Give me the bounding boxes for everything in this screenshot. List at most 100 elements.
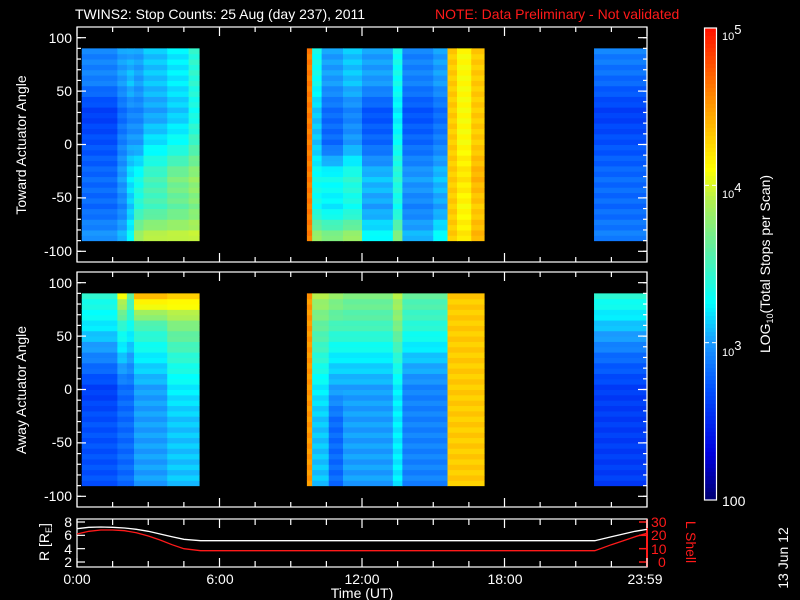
- heatmap-cell: [457, 224, 472, 231]
- heatmap-cell: [117, 229, 128, 236]
- heatmap-cell: [447, 133, 458, 140]
- heatmap-cell: [81, 64, 118, 71]
- heatmap-cell: [343, 357, 394, 364]
- heatmap-cell: [117, 448, 128, 455]
- heatmap-cell: [117, 469, 128, 476]
- heatmap-cell: [392, 458, 403, 465]
- heatmap-cell: [167, 48, 190, 55]
- heatmap-cell: [392, 75, 403, 81]
- heatmap-cell: [392, 373, 403, 380]
- heatmap-cell: [328, 421, 344, 428]
- heatmap-cell: [117, 219, 128, 226]
- heatmap-cell: [134, 213, 144, 220]
- heatmap-cell: [402, 107, 434, 113]
- heatmap-cell: [594, 69, 648, 76]
- away-ytick: -50: [52, 434, 72, 450]
- heatmap-cell: [126, 123, 135, 129]
- heatmap-cell: [343, 53, 363, 60]
- heatmap-cell: [447, 384, 485, 390]
- r-ylabel: R [RE]: [36, 523, 54, 561]
- heatmap-cell: [447, 368, 485, 374]
- heatmap-cell: [312, 224, 323, 231]
- heatmap-cell: [306, 155, 313, 162]
- heatmap-cell: [167, 378, 200, 385]
- colorbar-segment: [705, 344, 716, 349]
- heatmap-cell: [594, 80, 648, 87]
- colorbar-segment: [705, 68, 716, 73]
- colorbar-segment: [705, 480, 716, 485]
- heatmap-cell: [312, 165, 323, 172]
- heatmap-cell: [447, 320, 485, 326]
- heatmap-cell: [447, 421, 485, 428]
- heatmap-cell: [392, 59, 403, 65]
- heatmap-cell: [447, 389, 485, 396]
- heatmap-cell: [143, 133, 168, 140]
- heatmap-cell: [188, 64, 200, 71]
- heatmap-cell: [402, 208, 434, 215]
- heatmap-cell: [81, 149, 118, 156]
- plot-date-stamp: 13 Jun 12: [775, 527, 791, 589]
- colorbar-segment: [705, 496, 716, 501]
- heatmap-cell: [81, 448, 118, 455]
- heatmap-cell: [306, 453, 313, 460]
- heatmap-cell: [343, 107, 363, 113]
- heatmap-cell: [81, 352, 118, 358]
- heatmap-cell: [594, 155, 648, 162]
- heatmap-cell: [126, 69, 135, 76]
- heatmap-cell: [117, 117, 128, 124]
- colorbar-segment: [705, 456, 716, 461]
- heatmap-cell: [433, 229, 448, 236]
- heatmap-cell: [457, 235, 472, 242]
- heatmap-cell: [81, 192, 118, 199]
- heatmap-cell: [126, 176, 135, 183]
- away-ytick: 0: [64, 381, 72, 397]
- heatmap-cell: [392, 442, 403, 449]
- heatmap-cell: [447, 437, 485, 444]
- heatmap-cell: [117, 80, 128, 87]
- heatmap-cell: [312, 320, 330, 326]
- heatmap-cell: [126, 101, 135, 108]
- heatmap-cell: [328, 384, 344, 390]
- heatmap-cell: [594, 133, 648, 140]
- heatmap-cell: [433, 64, 448, 71]
- heatmap-cell: [312, 389, 330, 396]
- heatmap-cell: [392, 48, 403, 55]
- heatmap-cell: [447, 474, 485, 481]
- heatmap-cell: [321, 85, 344, 92]
- heatmap-cell: [447, 469, 485, 476]
- heatmap-cell: [126, 75, 135, 81]
- heatmap-cell: [392, 304, 403, 310]
- heatmap-cell: [134, 107, 144, 113]
- heatmap-cell: [126, 373, 135, 380]
- heatmap-cell: [392, 155, 403, 162]
- heatmap-cell: [471, 235, 485, 242]
- heatmap-cell: [343, 474, 394, 481]
- heatmap-cell: [306, 352, 313, 358]
- colorbar-segment: [705, 444, 716, 449]
- heatmap-cell: [447, 64, 458, 71]
- colorbar-segment: [705, 128, 716, 133]
- heatmap-cell: [447, 346, 485, 353]
- heatmap-cell: [134, 480, 168, 487]
- heatmap-cell: [134, 208, 144, 215]
- heatmap-cell: [471, 155, 485, 162]
- heatmap-cell: [81, 314, 118, 321]
- heatmap-cell: [126, 469, 135, 476]
- heatmap-cell: [321, 149, 344, 156]
- heatmap-cell: [126, 378, 135, 385]
- colorbar-segment: [705, 448, 716, 453]
- heatmap-cell: [392, 112, 403, 119]
- heatmap-cell: [392, 421, 403, 428]
- heatmap-cell: [143, 155, 168, 162]
- heatmap-cell: [447, 107, 458, 113]
- heatmap-cell: [321, 91, 344, 97]
- heatmap-cell: [81, 235, 118, 242]
- toward-ytick: 50: [56, 83, 72, 99]
- heatmap-cell: [81, 53, 118, 60]
- heatmap-cell: [343, 341, 394, 348]
- heatmap-cell: [306, 53, 313, 60]
- heatmap-cell: [188, 75, 200, 81]
- heatmap-cell: [328, 389, 344, 396]
- heatmap-cell: [117, 69, 128, 76]
- heatmap-cell: [126, 165, 135, 172]
